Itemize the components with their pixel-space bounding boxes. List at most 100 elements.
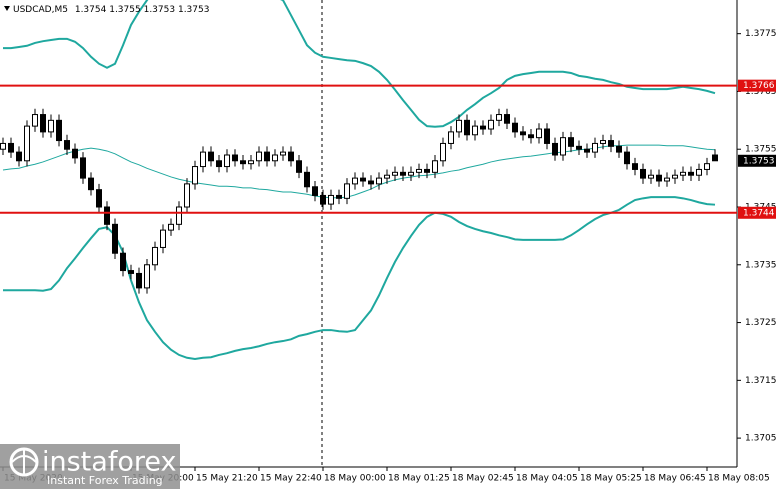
x-tick-label: 18 May 00:00 bbox=[324, 474, 386, 484]
candle-body bbox=[600, 140, 606, 144]
candle-body bbox=[440, 142, 446, 162]
candle-body bbox=[112, 223, 118, 254]
level-label: 1.3766 bbox=[743, 81, 775, 91]
last-price-bg bbox=[738, 154, 776, 167]
candle-body bbox=[208, 151, 214, 162]
candle-body bbox=[392, 171, 398, 176]
level-label: 1.3744 bbox=[743, 208, 775, 218]
candle-body bbox=[544, 128, 550, 144]
candle-body bbox=[184, 183, 190, 208]
candle-body bbox=[144, 264, 150, 289]
candle-body bbox=[512, 122, 518, 133]
low-value: 1.3753 bbox=[144, 5, 176, 15]
candle-body bbox=[664, 177, 670, 182]
candle-body bbox=[8, 142, 14, 153]
candle-body bbox=[376, 177, 382, 185]
tagline: Instant Forex Trading bbox=[47, 474, 163, 487]
candle-body bbox=[408, 171, 414, 176]
brand: instaforex bbox=[42, 447, 176, 478]
open-value: 1.3754 bbox=[75, 5, 107, 15]
candle-body bbox=[256, 151, 262, 162]
candle-body bbox=[96, 189, 102, 208]
close-value: 1.3753 bbox=[178, 5, 210, 15]
candle-body bbox=[528, 134, 534, 139]
candle-body bbox=[104, 206, 110, 225]
candle-body bbox=[608, 140, 614, 147]
candle-body bbox=[624, 151, 630, 165]
candle-body bbox=[40, 114, 46, 133]
candle-body bbox=[152, 246, 158, 266]
candle-body bbox=[136, 272, 142, 289]
candle-body bbox=[120, 252, 126, 272]
candle-body bbox=[240, 160, 246, 165]
candle-body bbox=[160, 229, 166, 248]
candle-body bbox=[352, 177, 358, 185]
candle-body bbox=[696, 168, 702, 176]
x-tick-label: 18 May 02:45 bbox=[452, 474, 514, 484]
candle-body bbox=[704, 163, 710, 170]
candle-body bbox=[176, 206, 182, 225]
candle-body bbox=[280, 151, 286, 156]
candle-body bbox=[424, 168, 430, 173]
candle-body bbox=[368, 180, 374, 185]
candle-body bbox=[616, 145, 622, 153]
candle-body bbox=[576, 145, 582, 150]
candle-body bbox=[80, 157, 86, 179]
candle-body bbox=[232, 154, 238, 162]
candle-body bbox=[296, 160, 302, 173]
candle-body bbox=[288, 151, 294, 162]
y-tick-label: 1.3735 bbox=[745, 260, 777, 270]
candle-body bbox=[128, 270, 134, 274]
candle-body bbox=[552, 142, 558, 156]
plot-area bbox=[0, 0, 718, 360]
band-upper bbox=[3, 0, 716, 128]
candle-body bbox=[24, 125, 30, 162]
band-lower bbox=[3, 196, 716, 360]
candle-body bbox=[64, 140, 70, 150]
candle-body bbox=[688, 171, 694, 176]
symbol: USDCAD,M5 bbox=[13, 5, 68, 15]
candle-body bbox=[328, 194, 334, 205]
level-label-bg bbox=[738, 206, 776, 219]
menu-icon bbox=[4, 6, 10, 11]
candle-body bbox=[472, 125, 478, 136]
candle-body bbox=[496, 114, 502, 121]
y-tick-label: 1.3725 bbox=[745, 318, 777, 328]
candle-body bbox=[520, 131, 526, 136]
x-tick-label: 18 May 05:25 bbox=[580, 474, 642, 484]
candle-body bbox=[656, 174, 662, 182]
x-tick-label: 18 May 04:05 bbox=[516, 474, 578, 484]
candle-body bbox=[304, 171, 310, 188]
y-tick-label: 1.3755 bbox=[745, 145, 777, 155]
candle-body bbox=[632, 163, 638, 170]
x-tick-label: 18 May 01:25 bbox=[388, 474, 450, 484]
candle-body bbox=[680, 171, 686, 176]
candle-body bbox=[272, 154, 278, 162]
candle-body bbox=[88, 177, 94, 191]
candle-body bbox=[432, 160, 438, 173]
candle-body bbox=[192, 166, 198, 185]
x-tick-label: 18 May 06:45 bbox=[644, 474, 706, 484]
candle-body bbox=[264, 151, 270, 162]
x-tick-label: 15 May 21:20 bbox=[196, 474, 258, 484]
high-value: 1.3755 bbox=[109, 5, 141, 15]
candle-body bbox=[32, 114, 38, 127]
candle-body bbox=[224, 154, 230, 168]
x-tick-label: 15 May 22:40 bbox=[260, 474, 322, 484]
candle-body bbox=[56, 119, 62, 142]
y-tick-label: 1.3705 bbox=[745, 434, 777, 444]
candle-body bbox=[536, 128, 542, 139]
candle-body bbox=[416, 168, 422, 173]
y-tick-label: 1.3775 bbox=[745, 29, 777, 39]
candle-body bbox=[216, 160, 222, 168]
candle-body bbox=[584, 148, 590, 153]
candle-body bbox=[48, 119, 54, 133]
candle-body bbox=[448, 131, 454, 144]
level-label-bg bbox=[738, 79, 776, 92]
candle-body bbox=[344, 183, 350, 199]
candle-body bbox=[0, 142, 6, 150]
candle-body bbox=[16, 151, 22, 162]
candle-body bbox=[360, 177, 366, 182]
candle-body bbox=[312, 186, 318, 196]
